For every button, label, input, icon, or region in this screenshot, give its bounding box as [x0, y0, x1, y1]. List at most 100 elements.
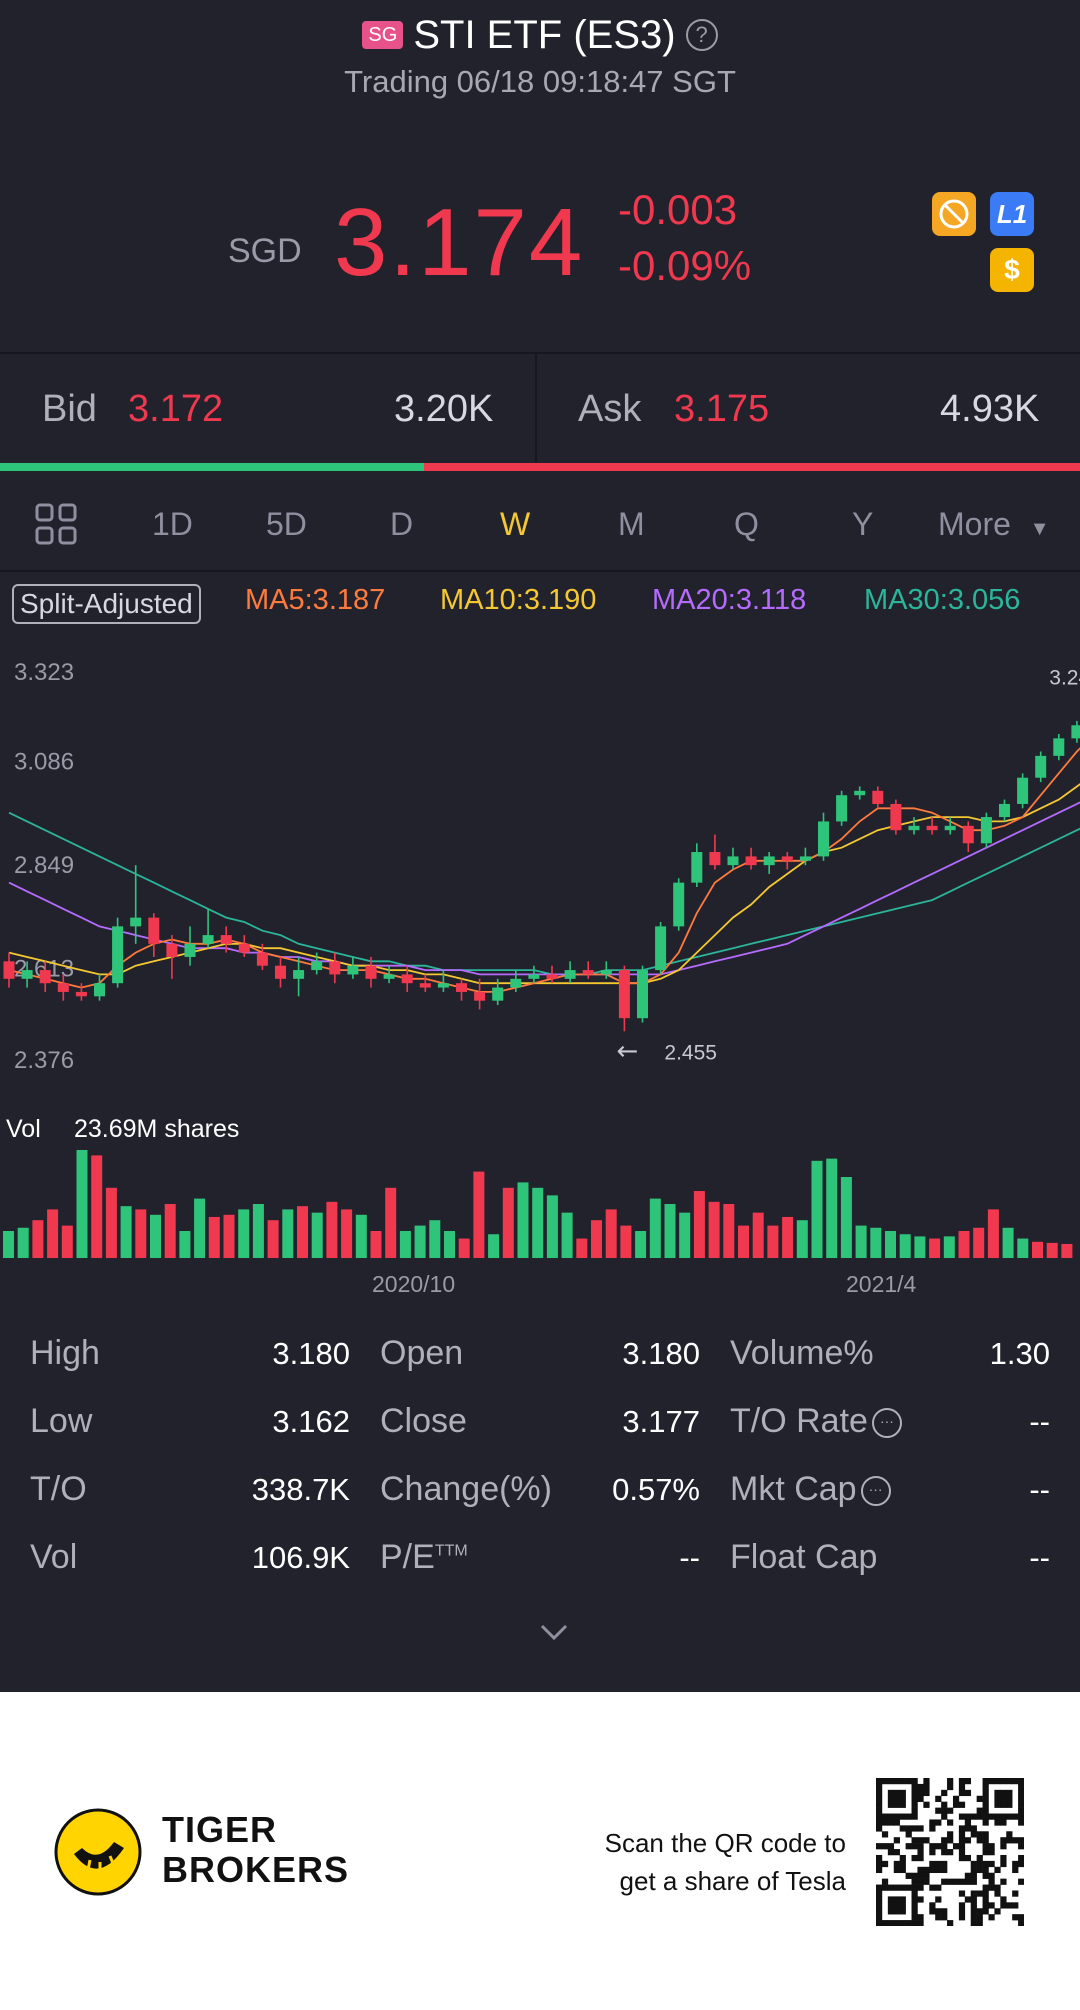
qr-module [994, 1890, 1001, 1897]
volume-bar [885, 1231, 896, 1258]
qr-module [952, 1795, 960, 1802]
qr-module [887, 1902, 895, 1909]
dollar-icon[interactable]: $ [990, 248, 1034, 292]
qr-module [876, 1884, 883, 1891]
volume-bar [664, 1204, 676, 1258]
qr-module [988, 1872, 995, 1879]
qr-module [982, 1843, 989, 1850]
tab-more[interactable]: More ▼ [938, 506, 1050, 543]
qr-module [893, 1778, 900, 1785]
volume-bar [796, 1220, 808, 1258]
candle-body [419, 983, 431, 988]
qr-module [964, 1878, 972, 1885]
qr-module [917, 1884, 924, 1891]
candle-body [329, 961, 341, 975]
margin-icon[interactable] [932, 192, 976, 236]
x-axis-label: 2021/4 [846, 1271, 917, 1297]
qr-module [1000, 1854, 1007, 1862]
qr-module [935, 1860, 942, 1868]
candle-body [130, 917, 142, 927]
qr-module [976, 1920, 983, 1926]
qr-module [1012, 1813, 1019, 1820]
qr-module [887, 1896, 895, 1903]
volume-bar [943, 1236, 955, 1258]
tab-d[interactable]: D [390, 506, 414, 542]
qr-module [941, 1843, 948, 1850]
volume-bar [91, 1155, 103, 1258]
volume-bar [355, 1214, 367, 1258]
qr-module [1000, 1896, 1007, 1903]
volume-bar [914, 1236, 926, 1258]
volume-bar [17, 1227, 29, 1258]
volume-bar [179, 1231, 191, 1258]
candle-body [57, 983, 69, 992]
qr-module [982, 1866, 989, 1874]
volume-value: 23.69M shares [74, 1115, 239, 1143]
brand-line2: BROKERS [162, 1849, 350, 1890]
qr-module [1000, 1778, 1007, 1785]
qr-module [982, 1890, 989, 1897]
qr-module [899, 1860, 906, 1868]
qr-module [887, 1843, 895, 1850]
volume-bar [929, 1238, 941, 1258]
qr-module [1006, 1801, 1013, 1808]
qr-module [976, 1807, 983, 1814]
qr-module [1018, 1860, 1024, 1868]
volume-bar [164, 1204, 176, 1258]
tab-q[interactable]: Q [734, 506, 759, 542]
qr-module [935, 1914, 942, 1921]
qr-module [982, 1778, 989, 1785]
qr-module [964, 1837, 972, 1844]
qr-module [899, 1801, 906, 1808]
qr-module [988, 1878, 995, 1885]
volume-bar [429, 1220, 441, 1258]
qr-module [881, 1778, 889, 1785]
volume-bar [502, 1187, 514, 1258]
volume-bar [194, 1198, 206, 1258]
info-icon[interactable]: ··· [860, 1476, 891, 1507]
qr-module [911, 1914, 918, 1921]
candle-body [546, 974, 558, 979]
volume-bar [708, 1201, 720, 1258]
candle-body [872, 790, 884, 804]
tab-5d[interactable]: 5D [266, 506, 307, 542]
qr-module [964, 1896, 972, 1903]
candle-body [456, 983, 467, 992]
qr-module [887, 1884, 895, 1891]
qr-module [887, 1795, 895, 1802]
expand-icon[interactable] [536, 1620, 572, 1649]
qr-module [935, 1843, 942, 1850]
volume-bar [1017, 1238, 1029, 1258]
qr-module [923, 1866, 930, 1874]
help-icon[interactable]: ? [685, 19, 718, 51]
qr-module [976, 1860, 983, 1868]
qr-module [876, 1801, 883, 1808]
grid-layout-icon[interactable] [34, 502, 78, 551]
tab-y[interactable]: Y [852, 506, 874, 542]
candle-body [673, 882, 685, 927]
qr-module [1000, 1789, 1007, 1797]
volume-bar [150, 1214, 161, 1258]
qr-module [876, 1860, 883, 1868]
qr-module [935, 1896, 942, 1903]
tab-1d[interactable]: 1D [152, 506, 193, 542]
qr-module [958, 1778, 966, 1785]
qr-module [905, 1825, 912, 1832]
level1-icon[interactable]: L1 [990, 192, 1034, 236]
split-adjusted-button[interactable]: Split-Adjusted [12, 584, 201, 624]
tab-m[interactable]: M [618, 506, 645, 542]
info-icon[interactable]: ··· [871, 1408, 902, 1439]
qr-module [1000, 1837, 1007, 1844]
tab-w[interactable]: W [500, 506, 531, 542]
y-tick-label: 3.323 [14, 659, 74, 686]
volume-bar [341, 1209, 353, 1258]
stat-value: -- [1029, 1404, 1050, 1439]
qr-module [887, 1908, 895, 1915]
volume-bar [414, 1225, 426, 1258]
volume-bar [546, 1195, 558, 1258]
ask-size: 4.93K [940, 388, 1040, 430]
order-book[interactable]: Bid 3.172 3.20K Ask 3.175 4.93K [0, 352, 1080, 462]
qr-module [935, 1807, 942, 1814]
volume-bar [1032, 1241, 1043, 1258]
